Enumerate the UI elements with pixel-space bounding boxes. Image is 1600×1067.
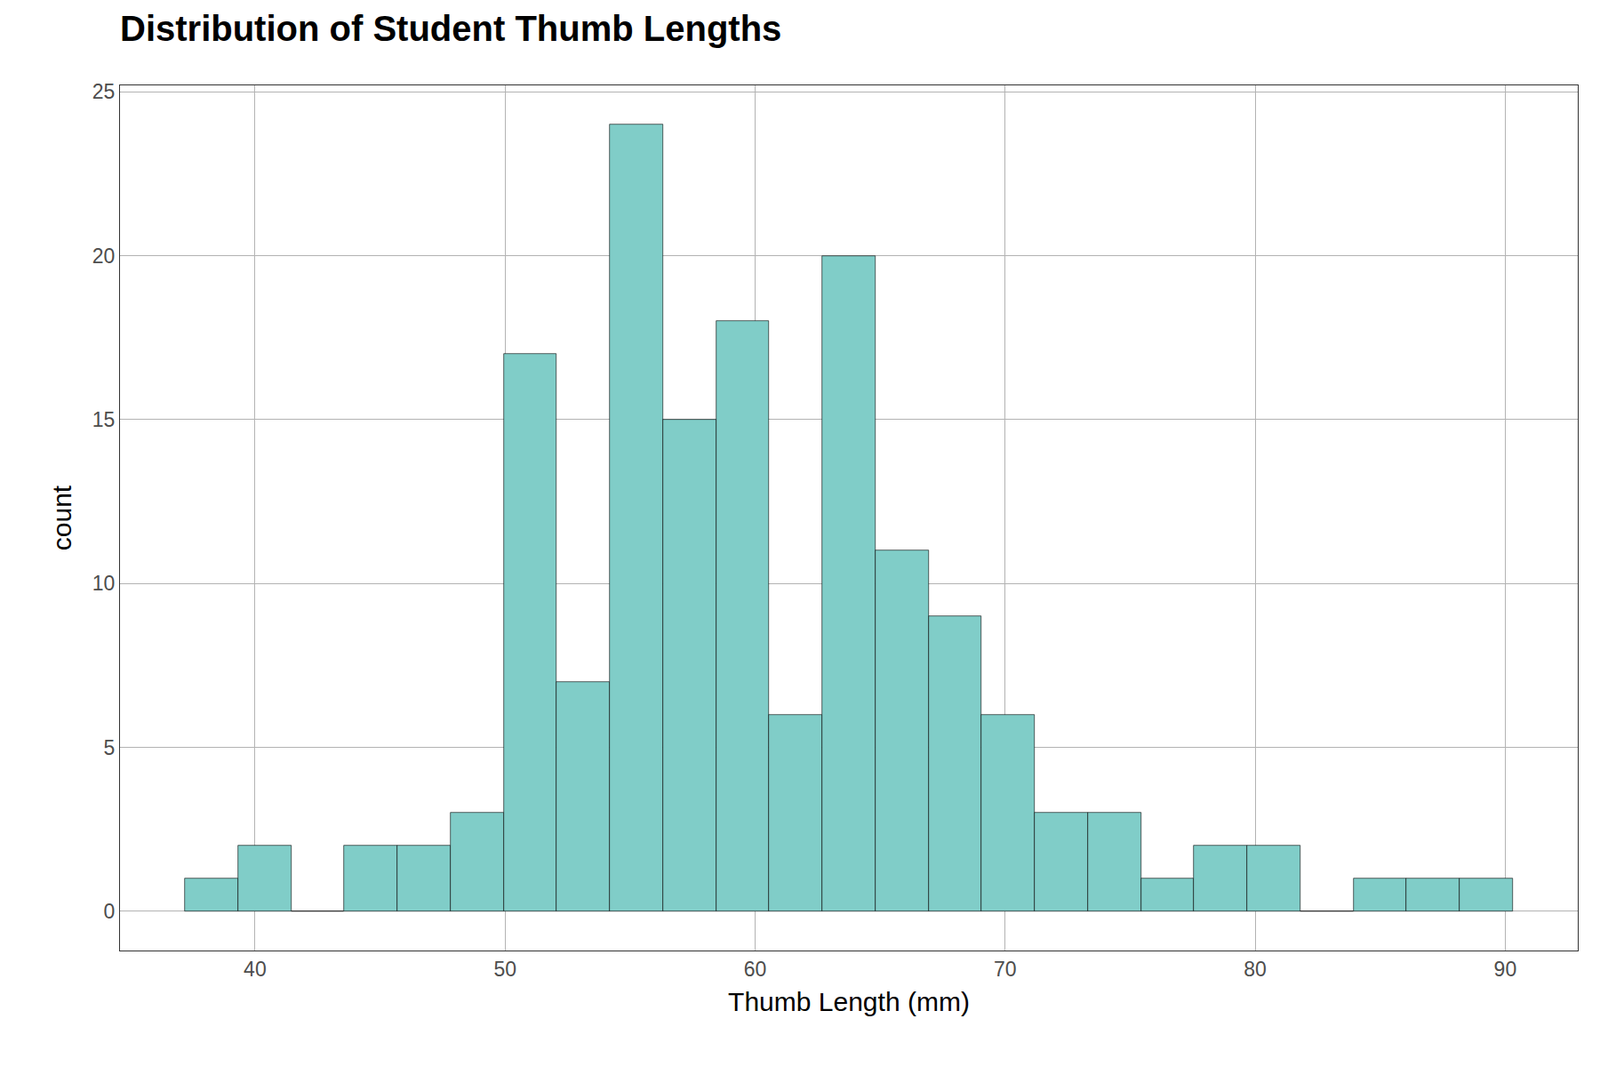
svg-text:25: 25 (92, 80, 116, 104)
svg-text:70: 70 (993, 957, 1017, 981)
svg-text:90: 90 (1494, 957, 1518, 981)
svg-text:50: 50 (493, 957, 517, 981)
svg-text:60: 60 (744, 957, 768, 981)
svg-text:10: 10 (92, 571, 116, 595)
svg-text:0: 0 (104, 899, 116, 923)
svg-text:5: 5 (104, 736, 116, 760)
svg-text:40: 40 (243, 957, 267, 981)
svg-text:Distribution of Student Thumb: Distribution of Student Thumb Lengths (120, 8, 782, 48)
svg-text:count: count (47, 484, 77, 551)
svg-text:20: 20 (92, 244, 116, 268)
svg-text:80: 80 (1243, 957, 1267, 981)
svg-text:Thumb Length (mm): Thumb Length (mm) (728, 986, 970, 1016)
svg-text:15: 15 (92, 408, 116, 432)
